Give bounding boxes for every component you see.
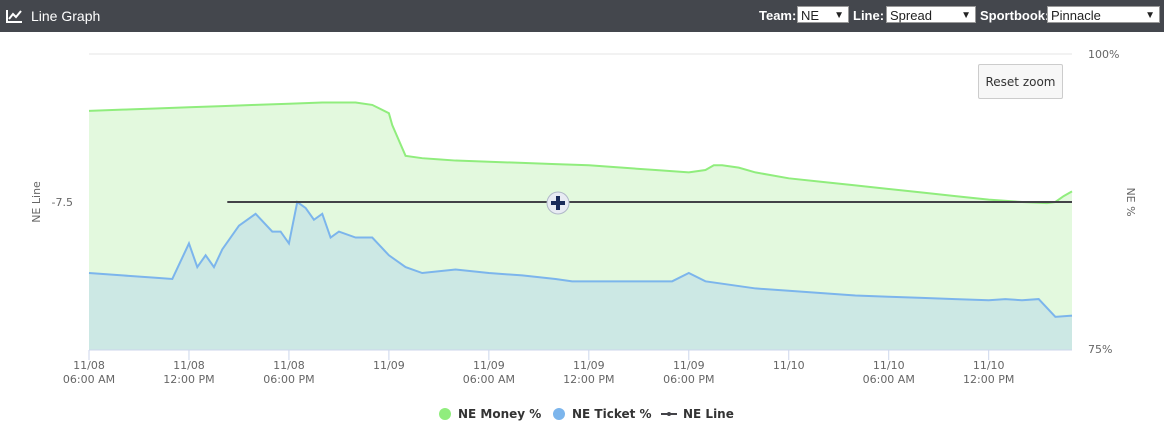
sportbook-select-value: Pinnacle [1051, 8, 1101, 23]
ne-ticket-area [89, 202, 1072, 350]
x-tick-label-time: 12:00 PM [963, 373, 1014, 386]
x-tick-label-time: 12:00 PM [163, 373, 214, 386]
left-axis-title: NE Line [30, 181, 43, 223]
x-tick-label-date: 11/08 [173, 359, 205, 372]
reset-zoom-button[interactable]: Reset zoom [978, 64, 1063, 99]
sportbook-select[interactable]: Pinnacle ▼ [1047, 6, 1160, 23]
x-tick-label-date: 11/08 [73, 359, 105, 372]
x-tick-label-date: 11/09 [373, 359, 405, 372]
x-tick-label-time: 06:00 PM [663, 373, 714, 386]
sportbook-label: Sportbook: [980, 8, 1050, 23]
right-tick-label: 100% [1088, 48, 1119, 61]
chevron-down-icon: ▼ [1145, 10, 1155, 21]
x-tick-label-date: 11/09 [673, 359, 705, 372]
line-select-value: Spread [890, 8, 932, 23]
ne-money-line [88, 101, 1073, 205]
legend-line-dot [667, 412, 671, 416]
legend-ticket-marker [553, 408, 565, 420]
left-tick-label: -7.5 [52, 196, 73, 209]
team-label: Team: [759, 8, 797, 23]
legend-money-label[interactable]: NE Money % [458, 407, 541, 421]
panel-title: Line Graph [6, 0, 100, 32]
team-select-value: NE [801, 8, 820, 23]
chevron-down-icon: ▼ [834, 10, 844, 21]
legend-money-marker [439, 408, 451, 420]
drag-handle[interactable] [546, 191, 570, 215]
right-tick-label: 75% [1088, 343, 1112, 356]
team-select[interactable]: NE ▼ [797, 6, 849, 23]
right-axis-title: NE % [1124, 187, 1137, 216]
x-tick-label-time: 06:00 AM [463, 373, 515, 386]
x-tick-label-time: 06:00 AM [63, 373, 115, 386]
line-chart-icon [6, 10, 22, 23]
line-select[interactable]: Spread ▼ [886, 6, 976, 23]
legend-line-label[interactable]: NE Line [683, 407, 734, 421]
x-tick-label-date: 11/09 [473, 359, 505, 372]
top-bar: Line Graph Team: NE ▼ Line: Spread ▼ Spo… [0, 0, 1164, 32]
legend-ticket-label[interactable]: NE Ticket % [572, 407, 652, 421]
x-tick-label-date: 11/10 [773, 359, 805, 372]
x-tick-label-time: 12:00 PM [563, 373, 614, 386]
x-tick-label-date: 11/10 [973, 359, 1005, 372]
ne-money-area [89, 102, 1072, 350]
panel-title-text: Line Graph [31, 8, 101, 24]
x-tick-label-date: 11/08 [273, 359, 305, 372]
x-tick-label-time: 06:00 PM [263, 373, 314, 386]
chevron-down-icon: ▼ [961, 10, 971, 21]
x-tick-label-date: 11/09 [573, 359, 605, 372]
x-tick-label-date: 11/10 [873, 359, 905, 372]
line-label: Line: [853, 8, 885, 23]
reset-zoom-label: Reset zoom [985, 74, 1056, 89]
plus-icon [551, 196, 565, 210]
ne-ticket-line [88, 200, 1073, 318]
x-tick-label-time: 06:00 AM [863, 373, 915, 386]
